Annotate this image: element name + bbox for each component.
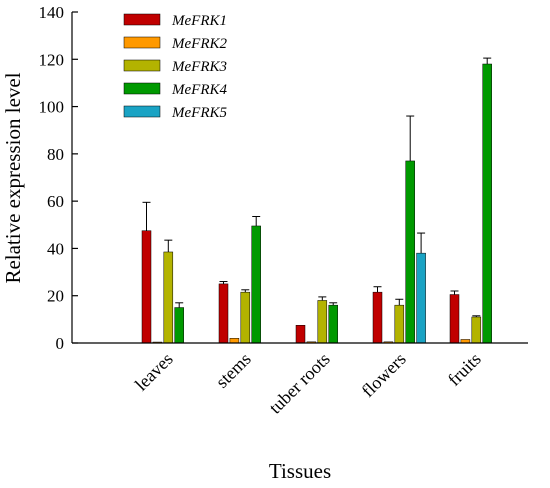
error-bars	[142, 57, 492, 317]
bar-mefrk1-leaves	[141, 230, 152, 344]
x-category-label: fruits	[444, 349, 485, 390]
y-tick-label: 60	[47, 192, 64, 211]
bar-mefrk5-flowers	[416, 252, 426, 344]
y-tick-label: 140	[39, 3, 65, 22]
legend-label: MeFRK3	[171, 59, 227, 75]
y-axis-title: Relative expression level	[1, 72, 25, 283]
bar-mefrk4-flowers	[405, 160, 415, 344]
legend-label: MeFRK1	[171, 13, 227, 29]
bar-mefrk3-fruits	[471, 316, 482, 344]
y-tick-label: 100	[39, 98, 65, 117]
bar-mefrk1-fruits	[449, 294, 460, 344]
legend-swatch	[123, 105, 161, 118]
bar-mefrk1-stems	[218, 283, 229, 344]
legend-swatch	[123, 59, 161, 72]
bar-mefrk3-tuber-roots	[317, 300, 328, 344]
bar-mefrk3-flowers	[394, 304, 405, 344]
x-category-label: flowers	[358, 349, 410, 401]
bar-mefrk4-fruits	[482, 63, 492, 344]
legend-swatch	[123, 36, 161, 49]
bar-mefrk4-stems	[251, 225, 261, 344]
bar-mefrk4-tuber-roots	[328, 304, 338, 344]
legend-label: MeFRK4	[171, 82, 227, 98]
y-tick-label: 120	[39, 50, 65, 69]
bar-mefrk1-flowers	[372, 291, 383, 344]
y-tick-label: 40	[47, 239, 64, 258]
legend-swatch	[123, 82, 161, 95]
y-tick-label: 0	[56, 334, 65, 353]
y-tick-label: 80	[47, 145, 64, 164]
y-tick-label: 20	[47, 287, 64, 306]
y-axis-ticks: 0 20 40 60 80 100 120 140	[39, 3, 78, 353]
x-category-label: leaves	[131, 349, 177, 395]
legend-label: MeFRK5	[171, 105, 227, 121]
legend-label: MeFRK2	[171, 36, 227, 52]
legend-swatch	[123, 13, 161, 26]
bar-mefrk1-tuber-roots	[295, 325, 306, 344]
bar-mefrk4-leaves	[174, 307, 184, 344]
x-axis-title: Tissues	[269, 459, 331, 483]
bar-mefrk3-leaves	[163, 251, 174, 344]
x-axis-categories: leaves stems tuber roots flowers fruits	[131, 349, 485, 418]
bar-mefrk3-stems	[240, 291, 251, 344]
legend: MeFRK1 MeFRK2 MeFRK3 MeFRK4 MeFRK5	[123, 13, 227, 121]
x-category-label: tuber roots	[265, 349, 334, 418]
x-category-label: stems	[212, 349, 255, 392]
bar-mefrk2-stems	[229, 338, 240, 344]
